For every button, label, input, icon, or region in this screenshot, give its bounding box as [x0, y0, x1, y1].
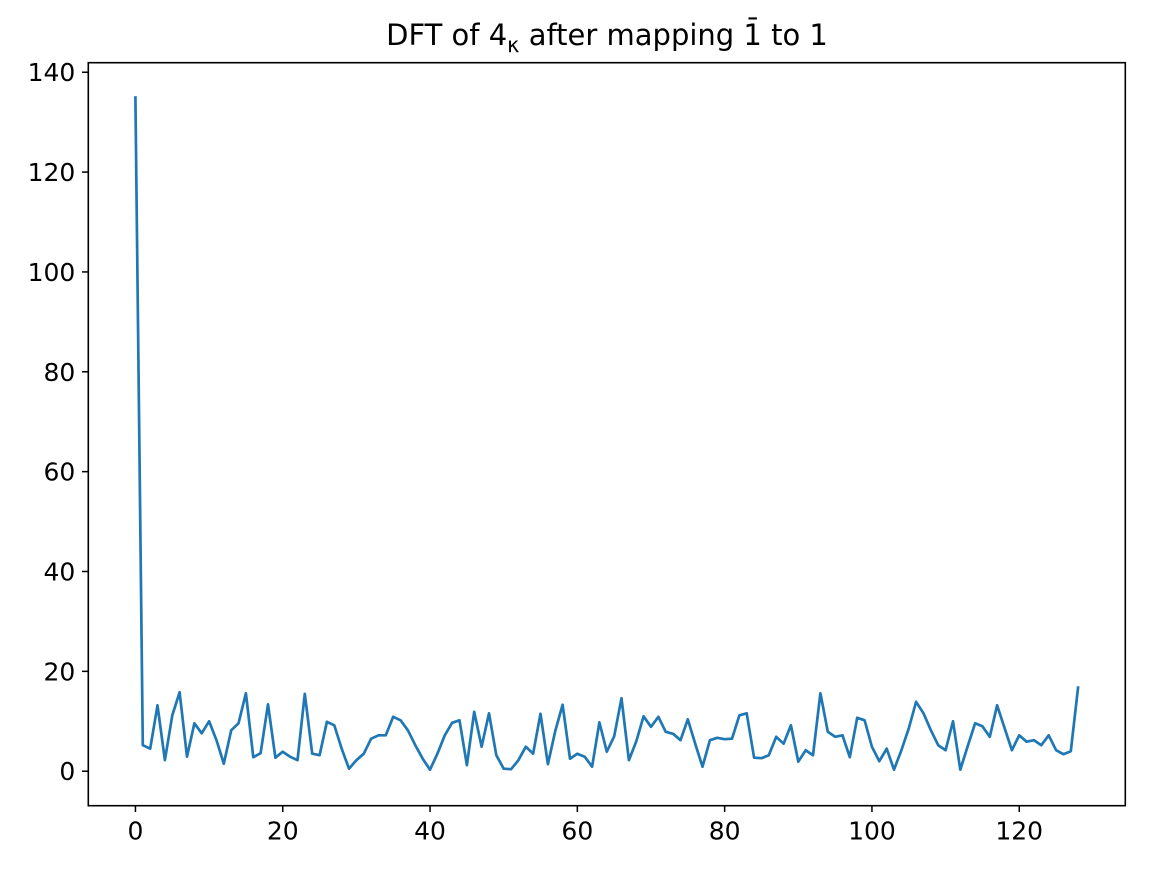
chart-title-suffix: after mapping 1̄ to 1 — [519, 18, 828, 52]
y-tick-label: 140 — [28, 58, 76, 87]
y-tick-label: 60 — [43, 458, 75, 487]
x-tick-label: 60 — [561, 817, 593, 846]
x-tick-label: 80 — [709, 817, 741, 846]
x-tick-label: 40 — [414, 817, 446, 846]
x-tick-label: 20 — [267, 817, 299, 846]
chart-title-prefix: DFT of 4 — [386, 18, 508, 52]
x-tick-label: 120 — [995, 817, 1043, 846]
axes-spines — [87, 61, 1127, 807]
x-tick-label: 100 — [848, 817, 896, 846]
y-tick-label: 80 — [43, 358, 75, 387]
y-tick-label: 120 — [28, 158, 76, 187]
chart-title: DFT of 4κ after mapping 1̄ to 1 — [88, 18, 1126, 55]
y-tick-label: 100 — [28, 258, 76, 287]
y-tick-label: 0 — [59, 757, 75, 786]
series-line — [134, 96, 1080, 772]
x-tick-label: 0 — [127, 817, 143, 846]
chart-title-subscript: κ — [507, 32, 520, 57]
y-tick-label: 40 — [43, 557, 75, 586]
y-tick-label: 20 — [43, 657, 75, 686]
